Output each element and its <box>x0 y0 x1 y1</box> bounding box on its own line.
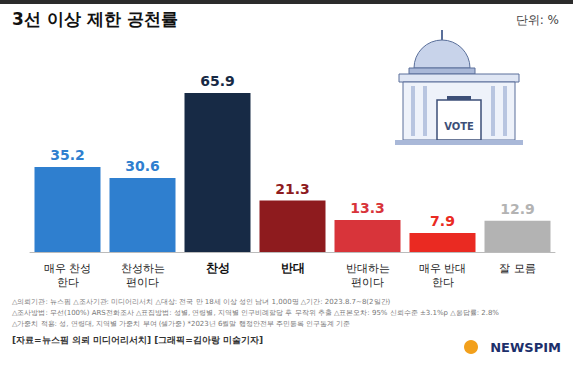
svg-text:△가중치 적용: 성, 연령대, 지역별 가중치 부여 (셀: △가중치 적용: 성, 연령대, 지역별 가중치 부여 (셀가중) *2023년… <box>12 320 350 328</box>
svg-text:반대: 반대 <box>281 261 305 275</box>
svg-text:편이다: 편이다 <box>351 276 384 289</box>
svg-text:한다: 한다 <box>432 276 454 289</box>
svg-text:찬성하는: 찬성하는 <box>121 262 165 275</box>
svg-text:[자료=뉴스핌 의뢰 미디어리서치] [그래픽=김아랑 미술: [자료=뉴스핌 의뢰 미디어리서치] [그래픽=김아랑 미술기자] <box>12 335 263 345</box>
svg-text:65.9: 65.9 <box>200 73 235 89</box>
svg-text:잘 모름: 잘 모름 <box>499 262 536 275</box>
svg-text:△조사방법: 무선(100%) ARS전화조사 △표집방법:: △조사방법: 무선(100%) ARS전화조사 △표집방법: 성별, 연령별, … <box>12 309 499 317</box>
svg-text:7.9: 7.9 <box>430 213 455 229</box>
svg-text:매우 반대: 매우 반대 <box>419 262 467 275</box>
svg-text:매우 찬성: 매우 찬성 <box>44 262 92 275</box>
svg-text:반대하는: 반대하는 <box>346 262 390 275</box>
svg-text:한다: 한다 <box>57 276 79 289</box>
svg-text:35.2: 35.2 <box>50 147 85 163</box>
svg-text:VOTE: VOTE <box>444 121 474 132</box>
svg-text:3선 이상 제한 공천률: 3선 이상 제한 공천률 <box>12 9 178 29</box>
svg-text:12.9: 12.9 <box>500 201 535 217</box>
svg-text:찬성: 찬성 <box>206 261 230 275</box>
svg-text:21.3: 21.3 <box>275 181 310 197</box>
svg-text:단위: %: 단위: % <box>516 13 559 27</box>
svg-text:편이다: 편이다 <box>126 276 159 289</box>
svg-text:13.3: 13.3 <box>350 200 385 216</box>
svg-text:△의뢰기관: 뉴스핌 △조사기관: 미디어리서치 △대상:: △의뢰기관: 뉴스핌 △조사기관: 미디어리서치 △대상: 전국 만 18세 이… <box>12 298 391 306</box>
svg-text:30.6: 30.6 <box>125 158 160 174</box>
svg-text:NEWSPIM: NEWSPIM <box>490 340 561 355</box>
